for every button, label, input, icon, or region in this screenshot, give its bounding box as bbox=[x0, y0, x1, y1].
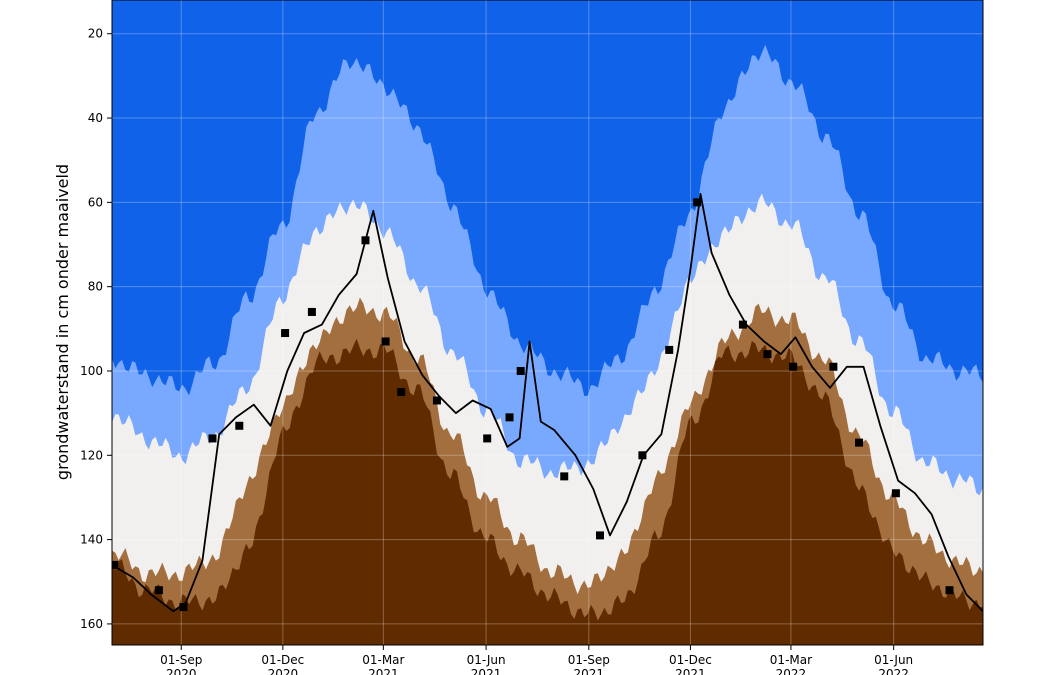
y-tick-label: 20 bbox=[88, 27, 103, 41]
band-4 bbox=[112, 338, 983, 645]
x-tick-year: 2022 bbox=[878, 667, 909, 675]
y-axis: 20 40 60 80 100 120 140 160 bbox=[80, 27, 112, 631]
x-tick-year: 2021 bbox=[471, 667, 502, 675]
measurement-series bbox=[112, 193, 983, 613]
data-point bbox=[208, 434, 217, 443]
x-tick-year: 2021 bbox=[368, 667, 399, 675]
plot-border bbox=[111, 0, 984, 646]
percentile-bands bbox=[112, 0, 983, 645]
y-tick-label: 140 bbox=[80, 533, 103, 547]
x-tick-label: 01-Sep bbox=[160, 653, 202, 667]
x-tick-year: 2020 bbox=[166, 667, 197, 675]
data-point bbox=[432, 396, 441, 405]
data-point bbox=[179, 603, 188, 612]
data-point bbox=[693, 198, 702, 207]
data-point bbox=[307, 307, 316, 316]
grid-lines bbox=[112, 0, 983, 645]
data-point bbox=[560, 472, 569, 481]
data-point bbox=[483, 434, 492, 443]
data-point bbox=[112, 560, 119, 569]
measurement-markers bbox=[112, 198, 954, 612]
series-line bbox=[112, 193, 983, 613]
data-point bbox=[397, 388, 406, 397]
x-tick-year: 2021 bbox=[675, 667, 706, 675]
plot-area bbox=[112, 0, 983, 645]
data-point bbox=[361, 236, 370, 245]
x-tick-year: 2020 bbox=[268, 667, 299, 675]
data-point bbox=[638, 451, 647, 460]
y-tick-label: 80 bbox=[88, 280, 103, 294]
x-tick-year: 2022 bbox=[776, 667, 807, 675]
x-tick-label: 01-Mar bbox=[362, 653, 404, 667]
data-point bbox=[789, 362, 798, 371]
x-tick-label: 01-Jun bbox=[874, 653, 913, 667]
data-point bbox=[763, 350, 772, 359]
data-point bbox=[738, 320, 747, 329]
data-point bbox=[505, 413, 514, 422]
data-point bbox=[829, 362, 838, 371]
plot-frame bbox=[111, 0, 984, 646]
x-tick-label: 01-Sep bbox=[568, 653, 610, 667]
x-tick-label: 01-Jun bbox=[467, 653, 506, 667]
data-point bbox=[516, 366, 525, 375]
x-tick-label: 01-Dec bbox=[261, 653, 304, 667]
y-axis-title: grondwaterstand in cm onder maaiveld bbox=[53, 164, 72, 480]
x-axis: 01-Sep202001-Dec202001-Mar202101-Jun2021… bbox=[160, 645, 913, 675]
x-tick-label: 01-Mar bbox=[770, 653, 812, 667]
data-point bbox=[281, 329, 290, 338]
y-tick-label: 40 bbox=[88, 111, 103, 125]
data-point bbox=[855, 438, 864, 447]
data-point bbox=[945, 586, 954, 595]
y-tick-label: 60 bbox=[88, 195, 103, 209]
data-point bbox=[381, 337, 390, 346]
data-point bbox=[891, 489, 900, 498]
y-tick-label: 160 bbox=[80, 617, 103, 631]
data-point bbox=[595, 531, 604, 540]
y-tick-label: 100 bbox=[80, 364, 103, 378]
data-point bbox=[665, 345, 674, 354]
y-tick-label: 120 bbox=[80, 448, 103, 462]
x-tick-year: 2021 bbox=[574, 667, 605, 675]
data-point bbox=[235, 421, 244, 430]
x-tick-label: 01-Dec bbox=[669, 653, 712, 667]
data-point bbox=[154, 586, 163, 595]
